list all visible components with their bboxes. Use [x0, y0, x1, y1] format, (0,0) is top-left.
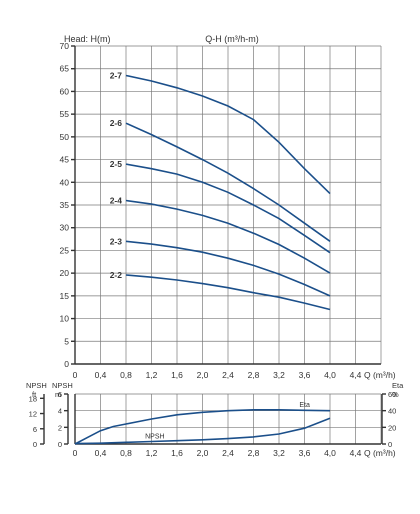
ft-tick-label: 18: [29, 394, 37, 403]
y-tick-label: 10: [60, 314, 70, 324]
x-axis-title: Q (m³/h): [364, 448, 396, 458]
m-tick-label: 0: [58, 440, 62, 449]
y-tick-label: 20: [60, 268, 70, 278]
x-tick-label: 0,4: [95, 448, 107, 458]
ft-tick-label: 6: [33, 425, 37, 434]
series-label: 2-4: [110, 195, 123, 205]
series-line-2-2: [125, 274, 331, 311]
x-axis-title: Q (m³/h): [364, 370, 396, 380]
y-tick-label: 55: [60, 109, 70, 119]
x-tick-label: 2,8: [248, 370, 260, 380]
m-tick-label: 2: [58, 423, 62, 432]
x-tick-label: 3,6: [299, 370, 311, 380]
x-tick-label: 3,2: [273, 448, 285, 458]
series-label: 2-6: [110, 118, 123, 128]
series-line-2-6: [125, 122, 331, 242]
eta-axis-unit: %: [392, 390, 399, 399]
series-label: 2-5: [110, 159, 123, 169]
y-axis-title: Head: H(m): [64, 34, 111, 44]
y-tick-label: 5: [64, 336, 69, 346]
y-tick-label: 45: [60, 155, 70, 165]
y-tick-label: 70: [60, 41, 70, 51]
ft-tick-label: 0: [33, 440, 37, 449]
m-tick-label: 4: [58, 407, 62, 416]
series-line-2-7: [125, 74, 331, 195]
y-tick-label: 40: [60, 177, 70, 187]
x-tick-label: 1,2: [146, 370, 158, 380]
x-tick-label: 3,6: [299, 448, 311, 458]
x-tick-label: 0,8: [120, 370, 132, 380]
series-line-2-4: [125, 199, 331, 274]
ft-axis-title: NPSH: [26, 381, 47, 390]
y-tick-label: 30: [60, 223, 70, 233]
y-tick-label: 50: [60, 132, 70, 142]
series-line-eta: [74, 409, 331, 445]
series-label: Eta: [299, 402, 310, 409]
series-line-2-3: [125, 240, 331, 297]
chart-title: Q-H (m³/h-m): [205, 34, 259, 44]
x-tick-label: 4,0: [324, 448, 336, 458]
x-tick-label: 2,4: [222, 370, 234, 380]
ft-axis-unit: ft: [32, 390, 37, 399]
eta-tick-label: 40: [388, 407, 396, 416]
y-tick-label: 25: [60, 245, 70, 255]
series-label: 2-2: [110, 270, 123, 280]
x-tick-label: 2,0: [197, 370, 209, 380]
y-tick-label: 35: [60, 200, 70, 210]
m-axis-title: NPSH: [52, 381, 73, 390]
y-tick-label: 15: [60, 291, 70, 301]
y-tick-label: 60: [60, 86, 70, 96]
eta-tick-label: 20: [388, 423, 396, 432]
series-label: 2-3: [110, 236, 123, 246]
x-tick-label: 1,6: [171, 370, 183, 380]
m-tick-label: 6: [58, 390, 62, 399]
x-tick-label: 0: [73, 448, 78, 458]
x-tick-label: 4,4: [350, 448, 362, 458]
series-label: NPSH: [145, 434, 164, 441]
x-tick-label: 2,4: [222, 448, 234, 458]
x-tick-label: 2,0: [197, 448, 209, 458]
y-tick-label: 0: [64, 359, 69, 369]
eta-tick-label: 0: [388, 440, 392, 449]
m-axis-unit: m: [55, 390, 61, 399]
eta-tick-label: 60: [388, 390, 396, 399]
ft-tick-label: 12: [29, 410, 37, 419]
x-tick-label: 0,4: [95, 370, 107, 380]
y-tick-label: 65: [60, 64, 70, 74]
series-line-npsh: [74, 417, 331, 445]
series-line-2-5: [125, 163, 331, 254]
x-tick-label: 3,2: [273, 370, 285, 380]
x-tick-label: 4,0: [324, 370, 336, 380]
x-tick-label: 4,4: [350, 370, 362, 380]
x-tick-label: 0,8: [120, 448, 132, 458]
eta-axis-title: Eta: [392, 381, 404, 390]
x-tick-label: 0: [73, 370, 78, 380]
x-tick-label: 1,2: [146, 448, 158, 458]
x-tick-label: 2,8: [248, 448, 260, 458]
x-tick-label: 1,6: [171, 448, 183, 458]
series-label: 2-7: [110, 71, 123, 81]
